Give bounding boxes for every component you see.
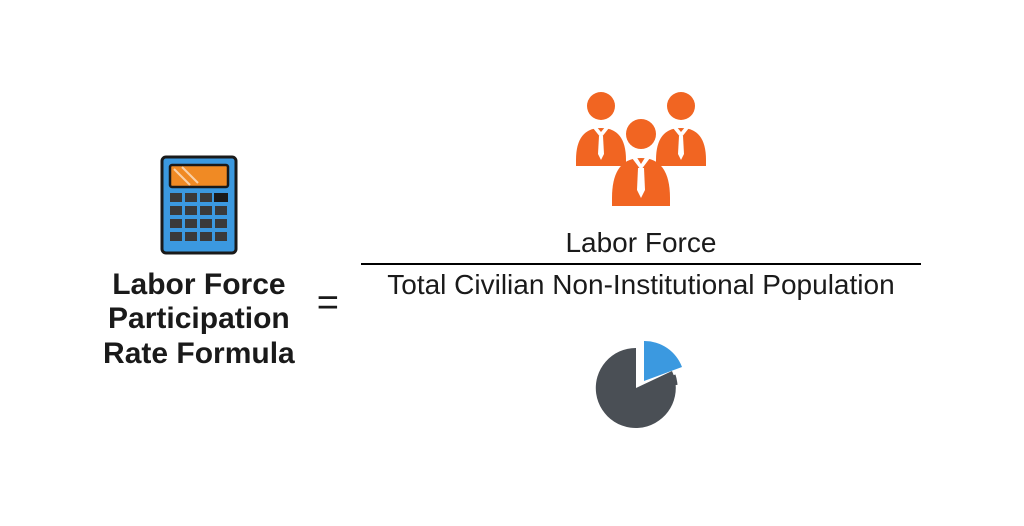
formula-left-side: Labor Force Participation Rate Formula — [103, 155, 295, 372]
formula-title: Labor Force Participation Rate Formula — [103, 268, 295, 372]
calculator-icon — [160, 155, 238, 260]
pie-chart-icon — [586, 333, 696, 438]
fraction-numerator: Labor Force — [555, 223, 726, 263]
title-line-2: Participation — [103, 302, 295, 337]
title-line-1: Labor Force — [103, 268, 295, 303]
title-line-3: Rate Formula — [103, 337, 295, 372]
fraction-denominator: Total Civilian Non-Institutional Populat… — [377, 265, 904, 305]
fraction: Labor Force Total Civilian Non-Instituti… — [361, 223, 921, 305]
people-group-icon — [546, 88, 736, 213]
equals-sign: = — [317, 282, 339, 325]
formula-right-side: Labor Force Total Civilian Non-Instituti… — [361, 88, 921, 438]
formula-diagram: Labor Force Participation Rate Formula = — [0, 0, 1024, 526]
